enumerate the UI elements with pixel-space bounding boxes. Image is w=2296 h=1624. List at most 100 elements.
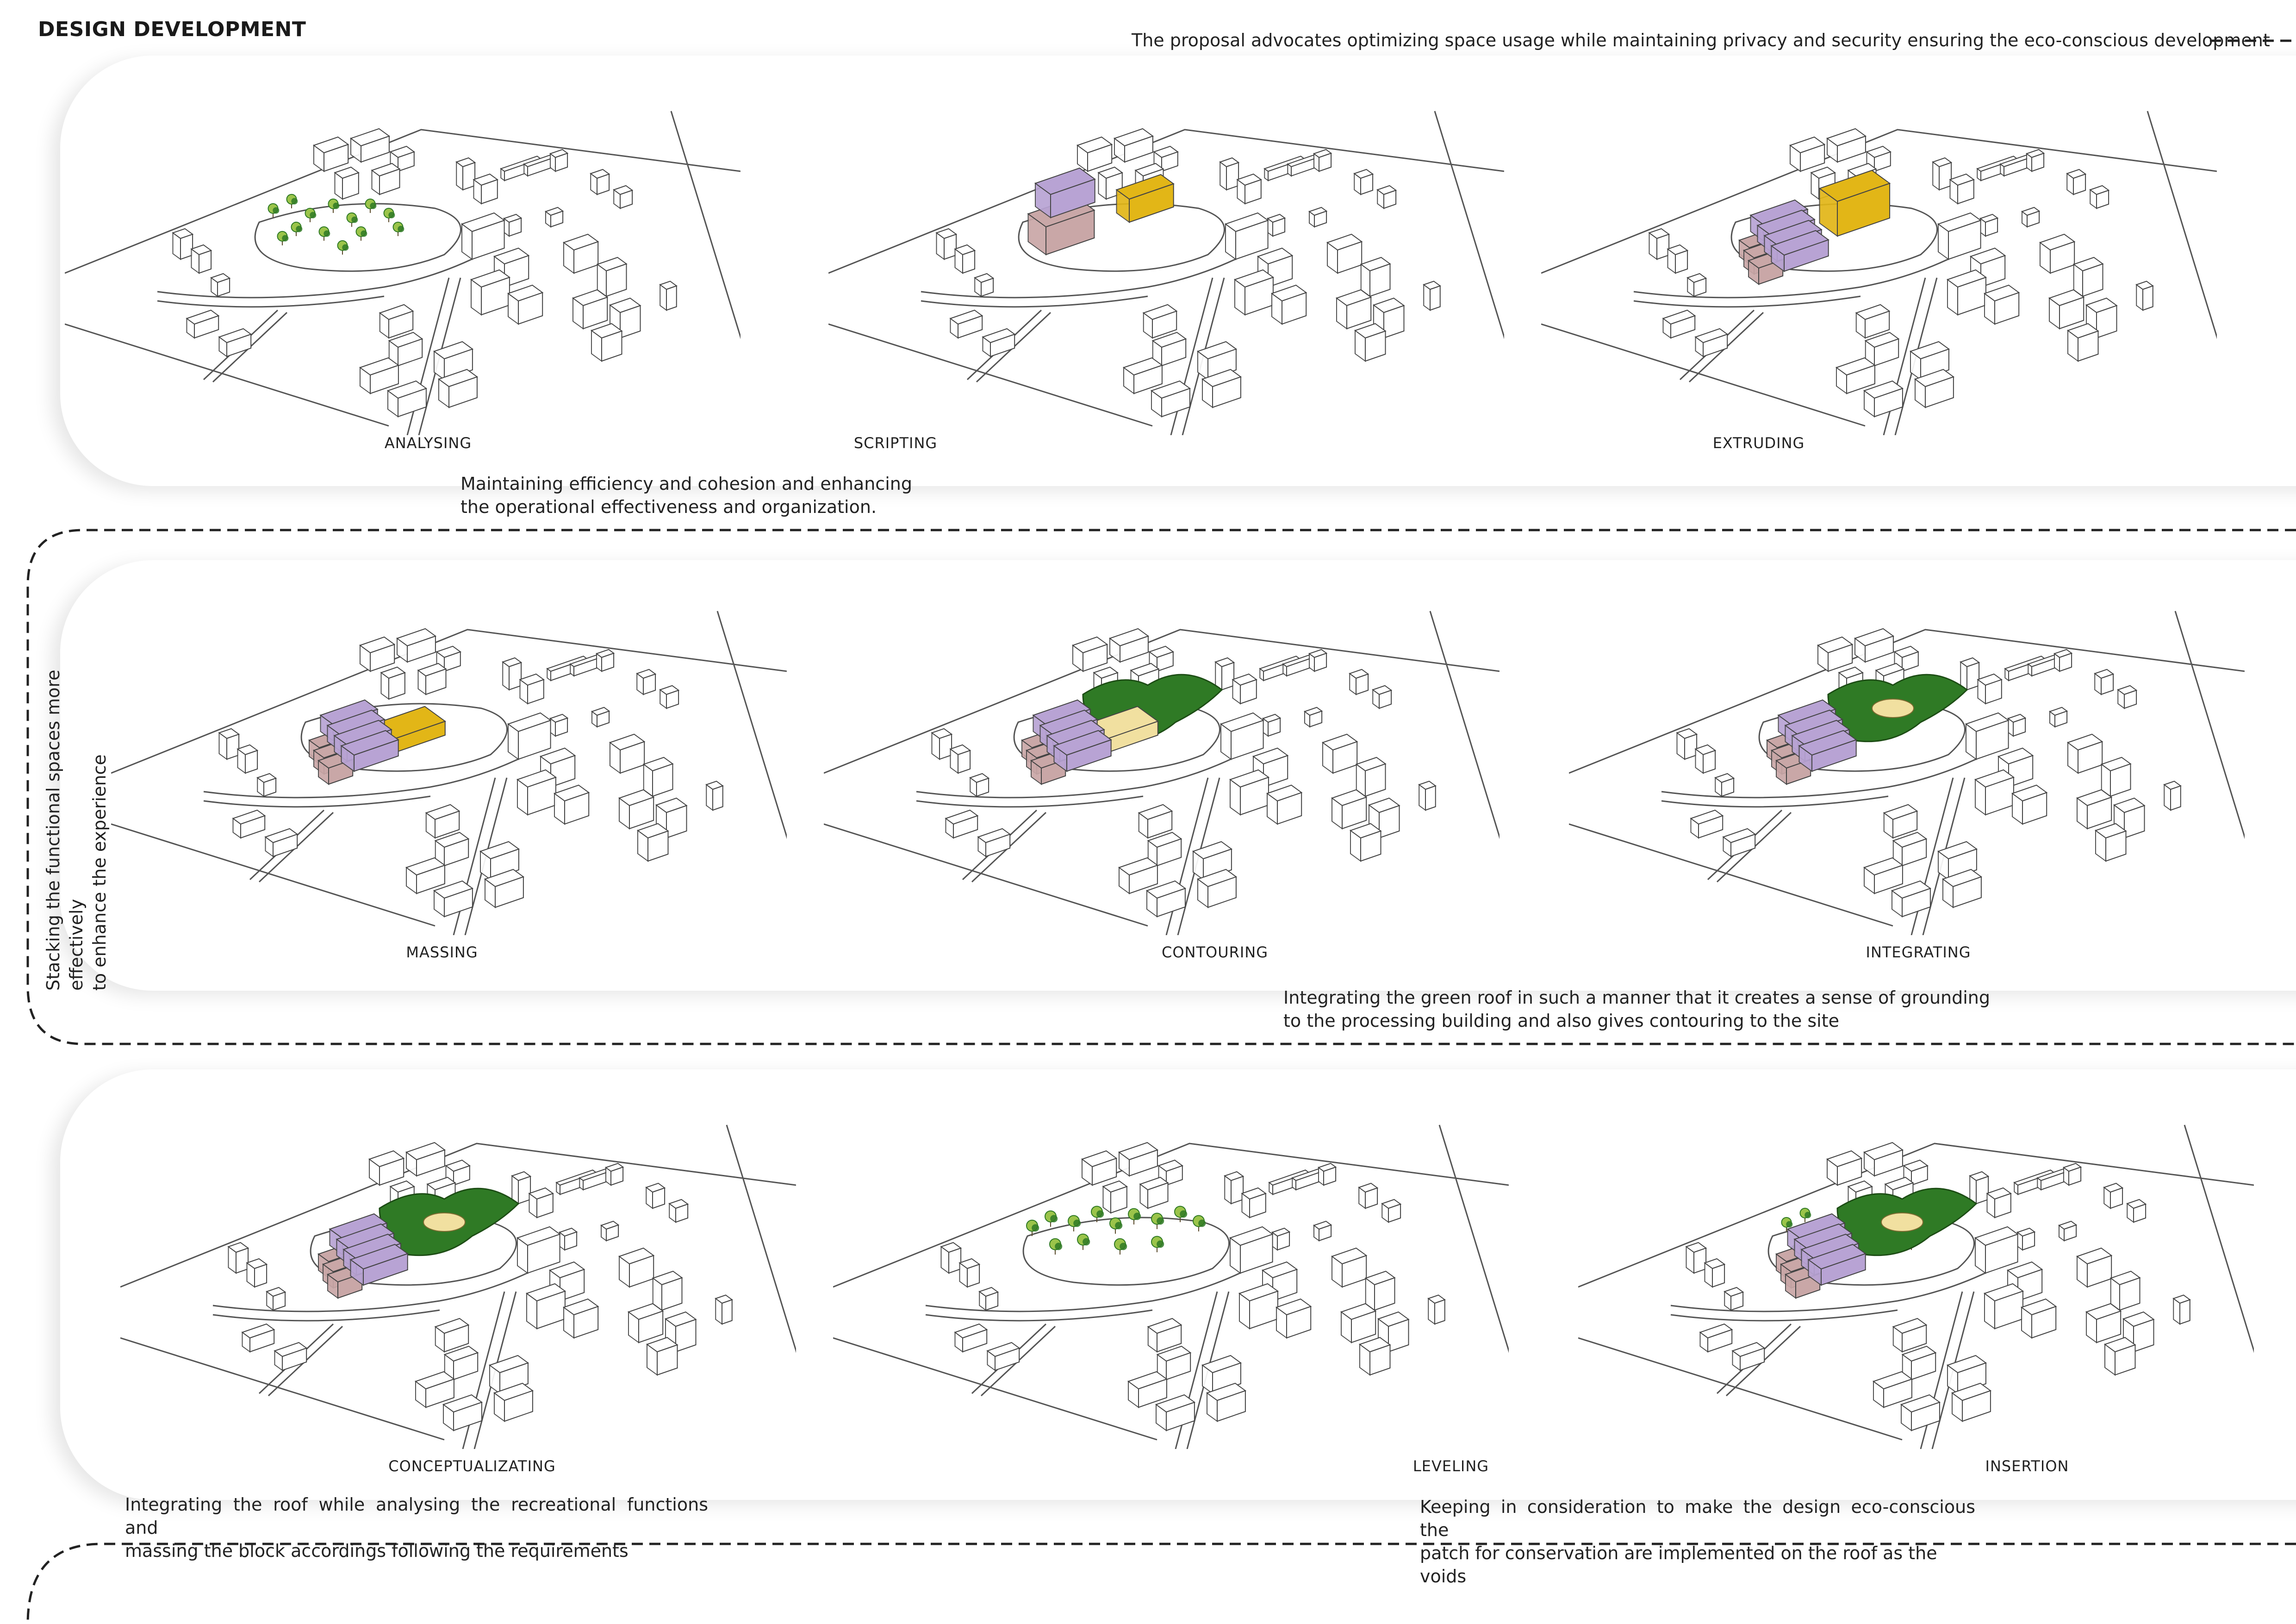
- context-building-1: [359, 636, 396, 672]
- context-building-24-top: [2163, 781, 2182, 790]
- context-building-7: [1986, 1187, 2012, 1218]
- context-building-11: [1353, 169, 1374, 195]
- context-building-6: [1960, 657, 1980, 691]
- site-diagram-9: [1578, 1124, 2254, 1449]
- context-building-32: [954, 244, 976, 274]
- context-building-33-top: [1724, 1287, 1744, 1297]
- context-building-25: [1142, 304, 1178, 339]
- context-building-21: [1340, 1303, 1377, 1343]
- context-building-35-top: [1731, 1342, 1766, 1357]
- context-building-19-top: [609, 733, 646, 751]
- context-building-29-top: [1946, 1355, 1987, 1374]
- context-building-14-top: [544, 206, 564, 216]
- roof-tree-8: [1174, 1206, 1188, 1222]
- context-building-10: [2025, 149, 2045, 172]
- context-building-31: [935, 228, 958, 260]
- stack-purple-4-top: [340, 730, 399, 756]
- context-building-11: [590, 169, 610, 195]
- context-building-24-front: [666, 285, 677, 311]
- context-building-12: [1372, 685, 1393, 709]
- context-building-33-top: [256, 773, 277, 783]
- step-caption-5: CONTOURING: [1161, 943, 1269, 961]
- context-building-19: [2076, 1247, 2113, 1288]
- context-building-28: [442, 1394, 483, 1431]
- tree-2: [286, 194, 298, 208]
- context-building-11: [2066, 169, 2087, 195]
- panel-row-2: [60, 560, 2296, 991]
- context-building-6-front: [1966, 662, 1980, 691]
- context-building-24-top: [1427, 1294, 1446, 1304]
- context-building-32-top: [949, 744, 971, 756]
- site-diagram-4: [111, 611, 787, 935]
- context-building-11: [2103, 1182, 2124, 1209]
- context-building-28-top: [442, 1394, 483, 1413]
- context-building-31: [931, 728, 953, 760]
- context-building-20: [1360, 256, 1391, 297]
- context-building-1-top: [1817, 636, 1854, 654]
- context-building-30-top: [1201, 369, 1242, 387]
- step-caption-6: INTEGRATING: [1866, 943, 1971, 961]
- context-building-24: [659, 281, 678, 311]
- context-building-23-top: [646, 1337, 678, 1353]
- context-building-6-front: [518, 1175, 531, 1205]
- context-building-2-top: [396, 628, 437, 647]
- context-building-23: [636, 823, 669, 862]
- context-building-19-top: [1331, 1247, 1368, 1265]
- context-building-26-top: [388, 331, 423, 348]
- context-building-32: [190, 244, 212, 274]
- context-building-13: [1979, 213, 1999, 237]
- context-building-1-top: [359, 636, 396, 654]
- context-building-33: [1714, 773, 1735, 797]
- context-building-10: [2062, 1162, 2082, 1186]
- mass-yellow-tall: [1818, 169, 1891, 237]
- context-building-14-top: [1313, 1220, 1332, 1230]
- context-building-23: [1358, 1337, 1391, 1376]
- context-building-20-top: [1355, 756, 1387, 772]
- context-building-30: [1941, 868, 1983, 908]
- context-building-7-top: [1232, 673, 1257, 686]
- stack-purple-4-top: [1770, 230, 1829, 256]
- context-building-27: [1835, 357, 1876, 394]
- context-building-33: [969, 773, 990, 797]
- site-edge-right: [2147, 111, 2217, 339]
- context-building-22-top: [609, 297, 641, 313]
- context-building-12-top: [1376, 185, 1397, 195]
- site-diagram-2: [828, 111, 1504, 435]
- context-building-21: [1331, 789, 1368, 830]
- context-building-33: [266, 1287, 286, 1311]
- context-building-32: [949, 744, 971, 774]
- step-caption-7: CONCEPTUALIZATING: [388, 1457, 556, 1475]
- context-building-26: [1892, 831, 1928, 867]
- context-building-1-top: [1081, 1150, 1118, 1168]
- context-building-34: [945, 809, 979, 839]
- context-building-19: [2039, 233, 2076, 274]
- context-building-10: [1317, 1162, 1337, 1186]
- context-building-12-top: [2126, 1199, 2147, 1209]
- context-building-10: [604, 1162, 624, 1186]
- context-building-6: [1224, 1171, 1244, 1205]
- context-building-20-top: [642, 756, 674, 772]
- site-edge-back: [120, 1143, 796, 1288]
- context-building-14-top: [591, 706, 610, 716]
- context-building-23: [646, 1337, 678, 1376]
- stack-purple-4: [1770, 230, 1829, 272]
- context-building-25-top: [434, 1318, 470, 1334]
- site-boundary: [1022, 1217, 1230, 1286]
- tree-3: [305, 207, 317, 222]
- context-building-35-top: [218, 328, 252, 344]
- context-building-21-top: [2085, 1303, 2122, 1320]
- context-building-1: [1071, 636, 1108, 672]
- context-building-7: [1236, 173, 1262, 205]
- context-building-18: [553, 784, 590, 825]
- context-building-23-top: [1349, 823, 1382, 839]
- context-building-15-top: [1224, 212, 1269, 232]
- context-building-18-top: [553, 784, 590, 802]
- context-building-6: [1932, 157, 1953, 191]
- context-building-11-top: [1358, 1182, 1379, 1193]
- context-building-2-top: [1863, 1142, 1904, 1161]
- context-building-24-top: [2172, 1294, 2191, 1304]
- context-building-12: [659, 685, 680, 709]
- context-building-25: [379, 304, 414, 339]
- context-building-35: [977, 828, 1011, 857]
- context-building-30-top: [1941, 868, 1983, 887]
